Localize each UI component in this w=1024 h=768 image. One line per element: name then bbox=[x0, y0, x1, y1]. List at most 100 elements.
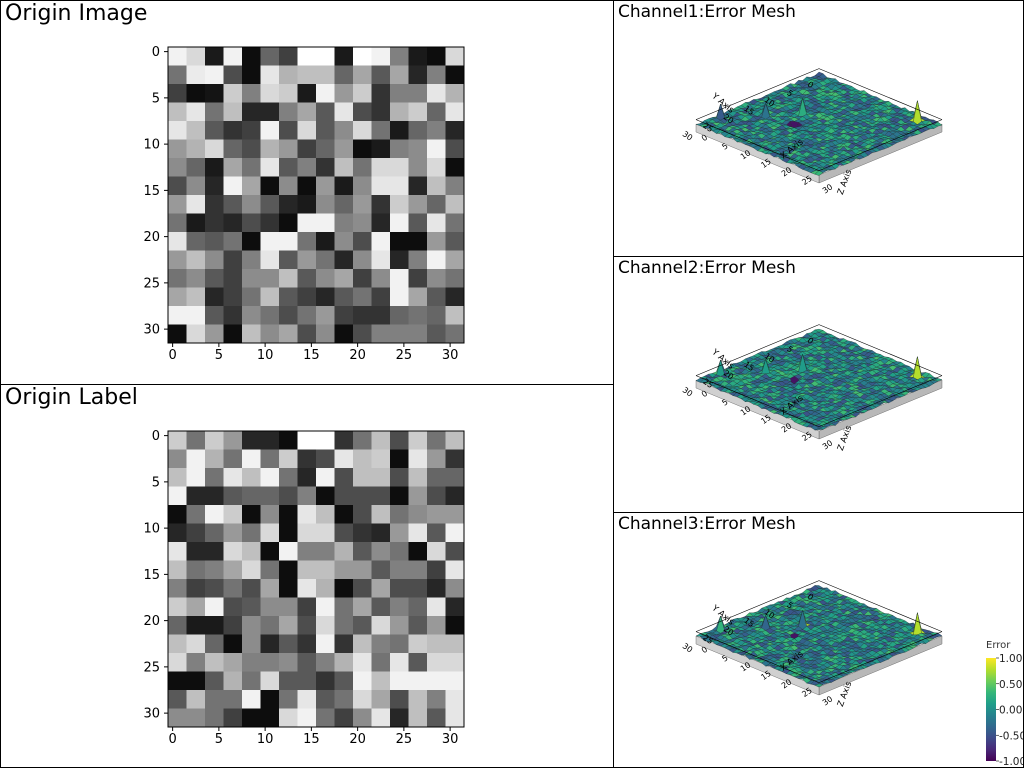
heatmap-cell bbox=[223, 65, 243, 85]
heatmap-cell bbox=[390, 579, 409, 598]
heatmap-cell bbox=[260, 505, 280, 524]
heatmap-cell bbox=[353, 431, 372, 450]
heatmap-cell bbox=[334, 486, 354, 506]
heatmap-cell bbox=[408, 486, 428, 506]
heatmap-cell bbox=[316, 195, 335, 214]
heatmap-cell bbox=[279, 597, 298, 617]
heatmap-cell bbox=[297, 121, 317, 140]
heatmap-cell bbox=[168, 431, 187, 450]
heatmap-cell bbox=[408, 431, 428, 450]
heatmap-cell bbox=[334, 269, 354, 288]
heatmap-cell bbox=[427, 84, 446, 103]
heatmap-cell bbox=[445, 671, 465, 691]
heatmap-cell bbox=[371, 597, 391, 617]
heatmap-cell bbox=[316, 708, 335, 728]
heatmap-cell bbox=[408, 597, 428, 617]
heatmap-cell bbox=[260, 139, 280, 159]
heatmap-cell bbox=[205, 158, 224, 177]
heatmap-cell bbox=[316, 579, 335, 598]
heatmap-cell bbox=[297, 158, 317, 177]
heatmap-cell bbox=[334, 306, 354, 325]
heatmap-cell bbox=[260, 269, 280, 288]
heatmap-cell bbox=[316, 158, 335, 177]
heatmap-cell bbox=[427, 653, 446, 672]
heatmap-cell bbox=[316, 431, 335, 450]
heatmap-cell bbox=[353, 634, 372, 654]
heatmap-cell bbox=[408, 690, 428, 709]
heatmap-cell bbox=[371, 306, 391, 325]
heatmap-cell bbox=[390, 690, 409, 709]
heatmap-cell bbox=[316, 597, 335, 617]
heatmap-cell bbox=[316, 523, 335, 543]
heatmap-cell bbox=[353, 47, 372, 66]
heatmap-cell bbox=[316, 634, 335, 654]
heatmap-cell bbox=[371, 431, 391, 450]
heatmap-cell bbox=[371, 47, 391, 66]
heatmap-cell bbox=[242, 213, 261, 233]
heatmap-cell bbox=[445, 213, 465, 233]
origin-image-heatmap: 0 5 10 15 20 25 30 0 5 10 15 20 25 30 bbox=[143, 45, 465, 363]
x-axis-tick-label: 0 bbox=[700, 389, 709, 399]
colorbar-tick-label: 1.00 bbox=[999, 653, 1022, 665]
origin-image-title: Origin Image bbox=[5, 1, 148, 26]
heatmap-cell bbox=[390, 324, 409, 344]
heatmap-cell bbox=[353, 560, 372, 580]
heatmap-cell bbox=[445, 523, 465, 543]
heatmap-cell bbox=[445, 560, 465, 580]
heatmap-cell bbox=[297, 306, 317, 325]
heatmap-cell bbox=[186, 102, 206, 122]
heatmap-cell bbox=[353, 708, 372, 728]
heatmap-cell bbox=[260, 708, 280, 728]
heatmap-cell bbox=[353, 597, 372, 617]
heatmap-cell bbox=[334, 690, 354, 709]
heatmap-cell bbox=[316, 102, 335, 122]
y-tick-label: 25 bbox=[143, 276, 160, 291]
heatmap-cell bbox=[242, 324, 261, 344]
colorbar-title: Error bbox=[986, 640, 1011, 651]
channel3-title: Channel3:Error Mesh bbox=[618, 514, 796, 534]
heatmap-frame bbox=[167, 430, 465, 728]
heatmap-cell bbox=[390, 65, 409, 85]
heatmap-cell bbox=[168, 560, 187, 580]
heatmap-cell bbox=[371, 634, 391, 654]
heatmap-cell bbox=[186, 232, 206, 251]
heatmap-cell bbox=[205, 486, 224, 506]
heatmap-cell bbox=[353, 579, 372, 598]
heatmap-cell bbox=[316, 324, 335, 344]
heatmap-cell bbox=[223, 486, 243, 506]
heatmap-cell bbox=[168, 505, 187, 524]
heatmap-cell bbox=[279, 431, 298, 450]
heatmap-cell bbox=[316, 449, 335, 469]
heatmap-cell bbox=[279, 542, 298, 561]
heatmap-cell bbox=[353, 176, 372, 196]
heatmap-cell bbox=[242, 47, 261, 66]
heatmap-cell bbox=[316, 560, 335, 580]
x-tick-label: 5 bbox=[215, 732, 223, 747]
heatmap-cell bbox=[371, 102, 391, 122]
heatmap-cell bbox=[353, 250, 372, 270]
heatmap-cell bbox=[371, 158, 391, 177]
mesh-quad bbox=[814, 170, 824, 176]
heatmap-cell bbox=[260, 616, 280, 635]
heatmap-cell bbox=[205, 250, 224, 270]
heatmap-cell bbox=[297, 269, 317, 288]
heatmap-cell bbox=[371, 139, 391, 159]
heatmap-cell bbox=[408, 634, 428, 654]
heatmap-cell bbox=[427, 269, 446, 288]
heatmap-cell bbox=[390, 195, 409, 214]
heatmap-cell bbox=[242, 431, 261, 450]
heatmap-cell bbox=[297, 287, 317, 307]
heatmap-cell bbox=[242, 121, 261, 140]
heatmap-cell bbox=[279, 671, 298, 691]
heatmap-cell bbox=[205, 653, 224, 672]
heatmap-cell bbox=[353, 102, 372, 122]
heatmap-cell bbox=[390, 486, 409, 506]
bounding-box-edge bbox=[695, 119, 820, 171]
heatmap-cell bbox=[260, 468, 280, 487]
heatmap-cell bbox=[390, 121, 409, 140]
channel1-title: Channel1:Error Mesh bbox=[618, 2, 796, 22]
heatmap-cell bbox=[427, 250, 446, 270]
x-tick-label: 10 bbox=[257, 348, 274, 363]
heatmap-cell bbox=[242, 195, 261, 214]
